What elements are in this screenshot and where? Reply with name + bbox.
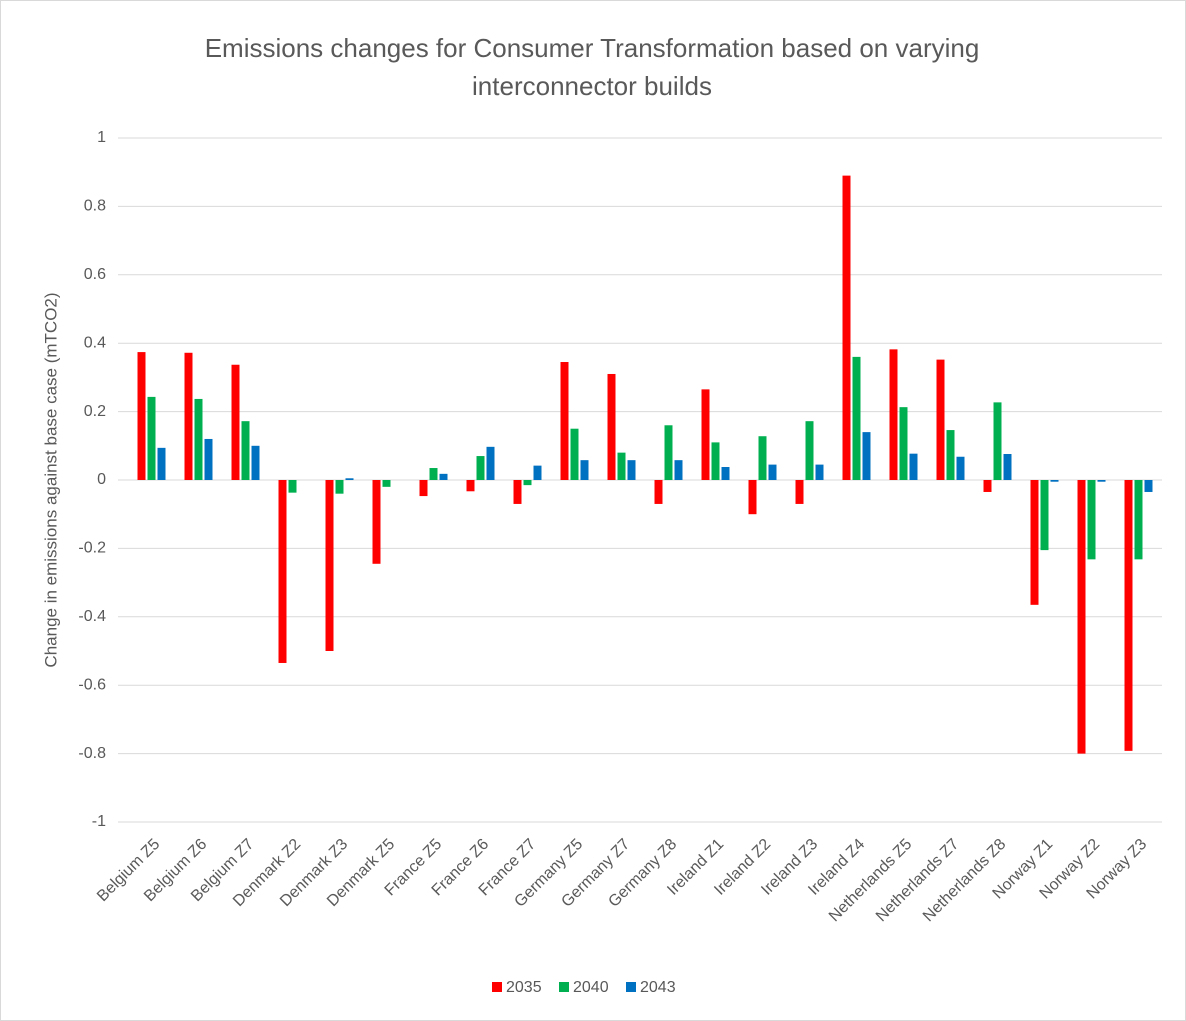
- bar: [909, 453, 918, 480]
- bar: [372, 480, 381, 564]
- bar: [204, 438, 213, 480]
- bar: [429, 468, 438, 480]
- legend-label: 2040: [573, 979, 609, 996]
- bar: [570, 428, 579, 480]
- bar: [889, 349, 898, 480]
- legend-swatch: [626, 982, 636, 992]
- bar: [664, 425, 673, 480]
- legend-label: 2043: [640, 979, 676, 996]
- bar: [711, 442, 720, 480]
- bar: [758, 436, 767, 480]
- bar: [617, 452, 626, 480]
- bar: [899, 407, 908, 480]
- bar: [1134, 480, 1143, 560]
- bar: [815, 464, 824, 480]
- legend-swatch: [559, 982, 569, 992]
- y-tick-label: 0: [97, 471, 106, 488]
- bar: [533, 465, 542, 480]
- bar: [345, 478, 354, 480]
- bar: [325, 480, 334, 651]
- bar: [288, 480, 297, 493]
- bar: [382, 480, 391, 487]
- bar: [795, 480, 804, 504]
- legend-swatch: [492, 982, 502, 992]
- bar: [607, 373, 616, 480]
- bar: [231, 364, 240, 480]
- bar: [251, 445, 260, 480]
- bar: [560, 362, 569, 480]
- bar: [993, 402, 1002, 480]
- bar: [956, 456, 965, 480]
- y-tick-label: -0.8: [78, 745, 106, 762]
- bar: [184, 352, 193, 480]
- bar: [419, 480, 428, 497]
- bar: [523, 480, 532, 486]
- y-tick-label: 1: [97, 129, 106, 146]
- bar: [194, 398, 203, 480]
- bar: [439, 473, 448, 480]
- bar: [476, 456, 485, 480]
- y-tick-label: -0.4: [78, 608, 106, 625]
- bar: [147, 396, 156, 480]
- bar: [983, 480, 992, 492]
- bar: [1003, 454, 1012, 480]
- y-axis-label: Change in emissions against base case (m…: [41, 292, 60, 667]
- bar: [486, 446, 495, 480]
- legend-label: 2035: [506, 979, 542, 996]
- bar: [157, 447, 166, 480]
- bar: [1050, 480, 1059, 482]
- bar: [701, 389, 710, 480]
- bar: [278, 480, 287, 663]
- bar: [674, 460, 683, 480]
- bar: [768, 464, 777, 480]
- bar: [335, 480, 344, 494]
- y-tick-label: -0.6: [78, 676, 106, 693]
- bar: [721, 467, 730, 480]
- bar: [1030, 480, 1039, 605]
- bar: [654, 480, 663, 504]
- y-tick-label: -1: [92, 813, 106, 830]
- bar: [1040, 480, 1049, 551]
- bar: [1144, 480, 1153, 492]
- y-tick-label: -0.2: [78, 540, 106, 557]
- chart-title: Emissions changes for Consumer Transform…: [205, 33, 980, 101]
- bar: [580, 460, 589, 480]
- bar: [1077, 480, 1086, 754]
- y-tick-label: 0.6: [84, 266, 106, 283]
- bar: [946, 430, 955, 480]
- y-tick-label: 0.2: [84, 403, 106, 420]
- bar: [748, 480, 757, 515]
- bar: [862, 432, 871, 480]
- y-tick-label: 0.4: [84, 334, 106, 351]
- bar: [627, 460, 636, 480]
- bar: [513, 480, 522, 504]
- bar: [466, 480, 475, 492]
- bar: [1097, 480, 1106, 482]
- bar: [1124, 480, 1133, 751]
- bar: [842, 175, 851, 480]
- bar: [137, 352, 146, 480]
- y-tick-label: 0.8: [84, 198, 106, 215]
- bar: [241, 421, 250, 480]
- bar: [805, 421, 814, 480]
- bar: [852, 356, 861, 480]
- bar: [1087, 480, 1096, 560]
- bar: [936, 359, 945, 480]
